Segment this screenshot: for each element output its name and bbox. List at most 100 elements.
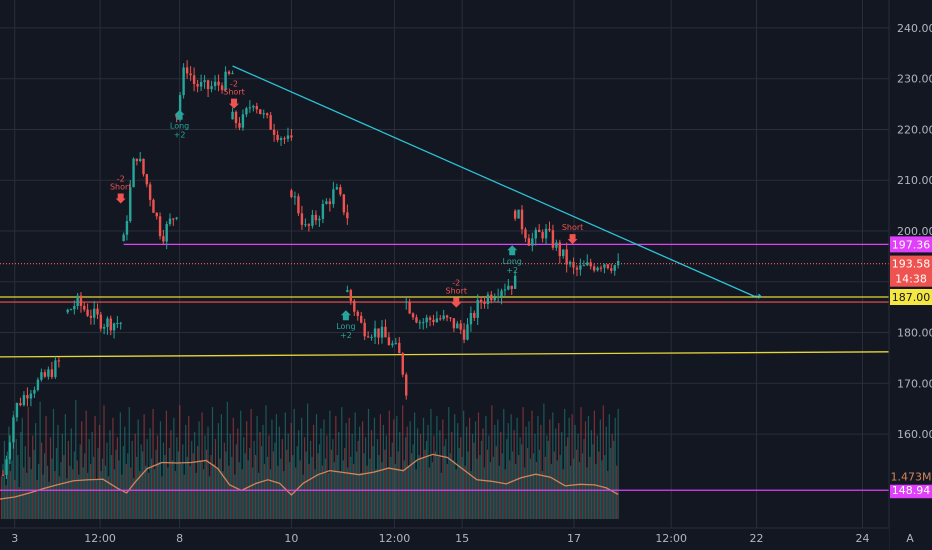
candle-body — [175, 217, 178, 219]
volume-bar — [32, 435, 34, 519]
candle-body — [373, 328, 377, 337]
volume-bar — [361, 421, 364, 519]
volume-bar — [265, 405, 267, 519]
volume-bar — [436, 415, 438, 519]
volume-bar — [107, 476, 110, 519]
volume-bar — [574, 424, 576, 519]
volume-bar — [528, 421, 530, 519]
price-tag: 187.00 — [892, 291, 931, 304]
volume-bar — [110, 455, 113, 519]
signal-qty: -2 — [230, 80, 238, 89]
volume-bar — [202, 469, 205, 519]
volume-bar — [520, 444, 523, 519]
candle-body — [19, 403, 22, 406]
volume-bar — [504, 469, 506, 519]
auto-scale-button[interactable]: A — [906, 532, 914, 545]
price-tag: 197.36 — [892, 238, 931, 251]
volume-bar — [315, 414, 318, 519]
trendline[interactable]: → — [232, 65, 762, 303]
volume-bar — [616, 465, 618, 519]
volume-bar — [338, 431, 340, 519]
candle-body — [398, 342, 401, 354]
volume-bar — [75, 400, 77, 519]
volume-bar — [534, 433, 536, 519]
volume-bar — [147, 472, 150, 519]
candle-body — [155, 212, 158, 217]
volume-bar — [208, 476, 211, 519]
volume-bar — [149, 428, 151, 519]
candle-body — [613, 265, 616, 271]
volume-bar — [290, 423, 292, 519]
volume-bar — [451, 431, 453, 519]
volume-bar — [66, 478, 68, 519]
volume-bar — [43, 453, 46, 519]
volume-tag: 1.473M — [891, 471, 932, 484]
volume-bar — [497, 419, 499, 519]
signal-qty: +2 — [340, 331, 352, 340]
volume-bar — [94, 415, 96, 519]
candle-body — [469, 312, 473, 325]
volume-bar — [424, 449, 426, 519]
volume-bar — [558, 423, 560, 519]
volume-bar — [281, 439, 283, 519]
short-arrow-icon — [115, 193, 126, 204]
volume-bar — [350, 456, 352, 519]
volume-bar — [587, 415, 590, 519]
horizontal-lines[interactable] — [0, 243, 890, 491]
volume-bar — [384, 449, 386, 519]
volume-bar — [45, 415, 47, 519]
x-tick-label: 3 — [11, 532, 18, 545]
volume-bar — [433, 435, 435, 519]
volume-bar — [124, 426, 126, 519]
candle-body — [47, 369, 50, 377]
volume-bar — [474, 421, 477, 519]
volume-bar — [67, 440, 69, 519]
volume-bar — [425, 440, 428, 519]
volume-bar — [370, 430, 373, 519]
volume-bar — [182, 444, 184, 519]
volume-bar — [214, 439, 217, 519]
volume-bar — [176, 437, 178, 519]
volume-bar — [174, 471, 176, 519]
candle-body — [439, 318, 442, 320]
candle-body — [616, 261, 620, 266]
volume-bar — [180, 463, 182, 519]
volume-bar — [23, 467, 25, 519]
candle-body — [513, 275, 517, 289]
candle-body — [119, 322, 122, 324]
volume-bar — [312, 424, 315, 519]
candle-body — [168, 218, 172, 224]
candle-body — [476, 299, 479, 318]
volume-bar — [17, 455, 19, 519]
volume-bar — [256, 415, 258, 519]
time-axis[interactable]: 3 12:00 8 10 12:00 15 17 12:00 22 24 A — [0, 527, 914, 550]
volume-bar — [402, 405, 404, 519]
candle-body — [129, 187, 132, 222]
candle-body — [346, 212, 349, 219]
volume-bar — [317, 453, 319, 519]
price-axis[interactable]: 240.00230.00220.00210.00200.00190.00180.… — [888, 0, 932, 550]
candle-body — [297, 196, 300, 214]
volume-bar — [72, 469, 74, 519]
volume-bar — [419, 433, 422, 519]
volume-bar — [156, 435, 159, 519]
volume-bar — [503, 408, 505, 519]
volume-bar — [244, 453, 246, 519]
volume-bar — [455, 469, 457, 519]
volume-bar — [275, 414, 277, 519]
candle-body — [513, 210, 517, 219]
volume-bar — [188, 415, 190, 519]
volume-bar — [529, 458, 532, 519]
volume-bar — [274, 442, 276, 519]
volume-bar — [494, 424, 496, 519]
volume-bar — [565, 446, 567, 519]
volume-bar — [170, 430, 172, 519]
volume-bar — [35, 423, 37, 519]
candle-body — [572, 261, 575, 268]
volume-bar — [326, 435, 328, 519]
volume-bar — [367, 408, 370, 519]
volume-bar — [564, 408, 566, 519]
candlesticks — [1, 60, 620, 479]
volume-bar — [51, 458, 53, 519]
